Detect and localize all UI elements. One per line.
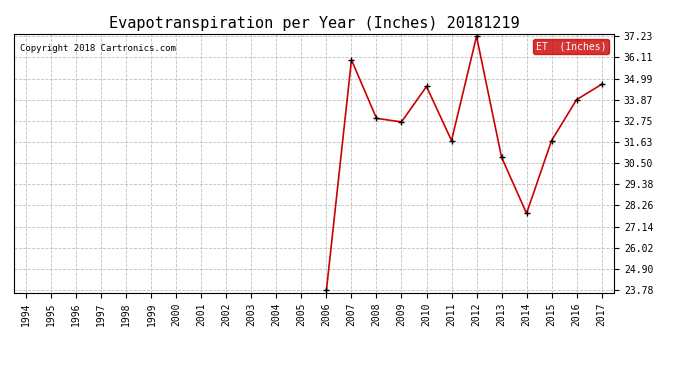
Title: Evapotranspiration per Year (Inches) 20181219: Evapotranspiration per Year (Inches) 201…	[108, 16, 520, 31]
Legend: ET  (Inches): ET (Inches)	[533, 39, 609, 54]
Text: Copyright 2018 Cartronics.com: Copyright 2018 Cartronics.com	[20, 44, 176, 53]
